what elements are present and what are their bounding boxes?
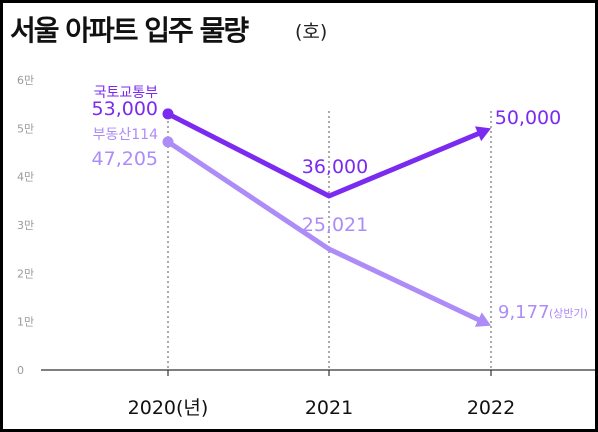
- data-label: 9,177: [498, 302, 550, 323]
- data-label: 47,205: [92, 148, 158, 170]
- y-tick-label: 3만: [17, 219, 34, 232]
- series-1-name: 국토교통부: [94, 85, 159, 101]
- data-label: 53,000: [92, 98, 158, 120]
- data-point-1-2022-arrow: [474, 126, 491, 142]
- series-2-name: 부동산114: [93, 127, 158, 143]
- y-tick-label: 5만: [17, 122, 34, 135]
- unit-label: (호): [295, 21, 328, 43]
- series-line-1: [166, 111, 483, 199]
- x-tick-label: 2020(년): [128, 397, 209, 419]
- data-point-2-2022-arrow: [474, 312, 491, 327]
- data-point-2-2020: [162, 136, 174, 148]
- data-label: 25,021: [302, 214, 368, 236]
- data-label: 50,000: [495, 107, 561, 129]
- x-tick-label: 2021: [305, 397, 353, 419]
- y-tick-label: 4만: [17, 171, 34, 184]
- data-label: 36,000: [302, 156, 368, 178]
- y-tick-label: 2만: [17, 267, 34, 280]
- x-tick-label: 2022: [467, 397, 515, 419]
- chart-title: 서울 아파트 입주 물량: [10, 14, 249, 47]
- y-tick-label: 6만: [17, 74, 34, 87]
- data-point-1-2020: [162, 108, 174, 120]
- data-annotation: (상반기): [549, 307, 588, 320]
- y-tick-label: 1만: [17, 316, 34, 329]
- y-tick-label: 0: [17, 364, 24, 377]
